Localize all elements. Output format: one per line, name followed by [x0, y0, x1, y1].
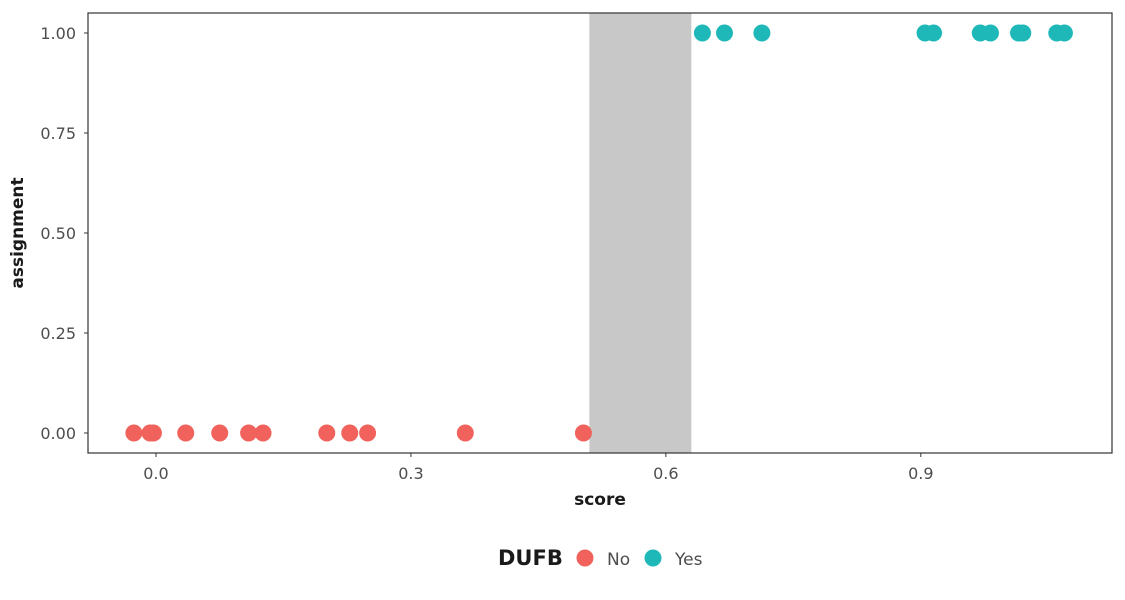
data-point-yes	[693, 24, 711, 42]
x-axis-ticks: 0.0 0.3 0.6 0.9	[143, 453, 934, 483]
x-tick-label: 0.0	[143, 464, 168, 483]
data-point-no	[177, 424, 195, 442]
y-tick-label: 0.00	[40, 424, 76, 443]
data-point-yes	[981, 24, 999, 42]
data-point-no	[574, 424, 592, 442]
legend-label-yes: Yes	[674, 550, 703, 570]
x-axis-title: score	[574, 490, 626, 510]
data-point-no	[456, 424, 474, 442]
y-tick-label: 0.25	[40, 324, 76, 343]
legend-swatch-yes	[644, 549, 662, 567]
data-point-yes	[753, 24, 771, 42]
y-axis-title: assignment	[8, 177, 28, 288]
legend: DUFB No Yes	[498, 546, 703, 570]
x-tick-label: 0.3	[398, 464, 423, 483]
data-point-no	[211, 424, 229, 442]
data-point-yes	[715, 24, 733, 42]
y-tick-label: 1.00	[40, 24, 76, 43]
data-point-no	[318, 424, 336, 442]
shaded-region-layer	[589, 13, 692, 453]
data-point-no	[359, 424, 377, 442]
data-point-yes	[925, 24, 943, 42]
data-point-no	[240, 424, 258, 442]
data-point-no	[254, 424, 272, 442]
y-tick-label: 0.50	[40, 224, 76, 243]
legend-swatch-no	[576, 549, 594, 567]
legend-title: DUFB	[498, 546, 563, 570]
points-layer	[125, 24, 1073, 442]
x-tick-label: 0.9	[908, 464, 933, 483]
shaded-region	[589, 13, 692, 453]
legend-label-no: No	[607, 550, 630, 570]
y-axis-ticks: 0.00 0.25 0.50 0.75 1.00	[40, 24, 88, 443]
data-point-yes	[1014, 24, 1032, 42]
data-point-no	[144, 424, 162, 442]
data-point-no	[125, 424, 143, 442]
data-point-yes	[1055, 24, 1073, 42]
x-tick-label: 0.6	[653, 464, 678, 483]
y-tick-label: 0.75	[40, 124, 76, 143]
data-point-no	[341, 424, 359, 442]
